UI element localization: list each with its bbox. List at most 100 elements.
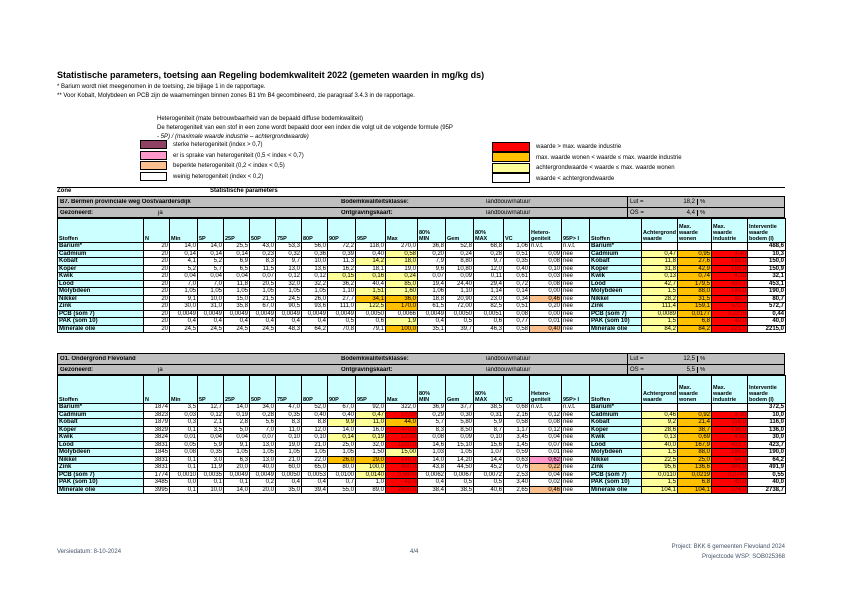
- value-cell: 0,0049: [223, 470, 250, 479]
- value-cell: 1,5: [641, 478, 678, 487]
- value-cell: 15,0: [223, 294, 250, 303]
- value-cell: 64,2: [747, 455, 786, 464]
- ontgravingskaart-value: landbouw/natuur: [486, 366, 531, 373]
- value-cell: 0,0049: [417, 309, 446, 318]
- value-cell: 27,7: [327, 294, 356, 303]
- value-cell: 0,12: [301, 272, 328, 281]
- substance-name-cell: Barium*: [57, 403, 144, 412]
- legend-label: waarde > max. waarde industrie: [536, 144, 622, 151]
- value-cell: [677, 242, 712, 251]
- value-cell: 179,5: [677, 279, 712, 288]
- ontgravingskaart-label: Ontgravingskaart:: [341, 366, 393, 373]
- column-header: N: [143, 218, 170, 243]
- value-cell: 104,1: [677, 485, 712, 494]
- value-cell: 0,01: [529, 448, 562, 457]
- value-cell: 1,05: [301, 287, 328, 296]
- substance-row: Kwik 20 0,04 0,04 0,04 0,07 0,12 0,12 0,15 0,16 0,…: [57, 272, 786, 281]
- column-header: Gem: [445, 375, 474, 404]
- value-cell: 1,05: [301, 448, 328, 457]
- value-cell: 52,8: [445, 242, 474, 251]
- value-cell: 0,59: [503, 448, 530, 457]
- substance-name-cell: Cadmium: [589, 249, 642, 258]
- value-cell: 470,0: [385, 425, 418, 434]
- value-cell: 1,5: [641, 448, 678, 457]
- value-cell: 8,50: [445, 425, 474, 434]
- value-cell: 0,40: [529, 324, 562, 333]
- value-cell: 15,00: [385, 448, 418, 457]
- value-cell: 40,0: [641, 440, 678, 449]
- value-cell: 0,4: [301, 317, 328, 326]
- column-header: Hetero- geniteit: [529, 218, 562, 243]
- column-header: Interventie waarde bodem (I): [747, 375, 786, 404]
- value-cell: 17,00: [385, 410, 418, 419]
- value-cell: 39,7: [445, 324, 474, 333]
- substance-name-cell: PCB (som 7): [57, 309, 144, 318]
- value-cell: 0,68: [503, 403, 530, 412]
- value-cell: 8,3: [417, 425, 446, 434]
- value-cell: 0,09: [445, 272, 474, 281]
- column-header: Max. waarde wonen: [677, 218, 712, 243]
- value-cell: 1,60: [385, 287, 418, 296]
- value-cell: 0,0049: [327, 309, 356, 318]
- value-cell: 11,8: [641, 257, 678, 266]
- value-cell: 19,0: [385, 264, 418, 273]
- value-cell: 79,1: [355, 324, 386, 333]
- os-unit: %: [697, 209, 783, 216]
- value-cell: 453,1: [747, 279, 786, 288]
- value-cell: 0,08: [529, 418, 562, 427]
- value-cell: 1,05: [197, 287, 224, 296]
- ontgravingskaart-value: landbouw/natuur: [486, 209, 531, 216]
- value-cell: 29,4: [473, 279, 504, 288]
- table-label-row: Zone Statistische parameters: [57, 187, 785, 196]
- value-cell: 34,0: [249, 403, 276, 412]
- zone-banner: O1. Ondergrond Flevoland Bodemkwaliteits…: [57, 353, 785, 375]
- value-cell: 0,04: [197, 433, 224, 442]
- value-cell: nee: [561, 455, 590, 464]
- bodemkwaliteitsklasse-label: Bodemkwaliteitsklasse:: [341, 356, 409, 362]
- value-cell: 0,0049: [249, 309, 276, 318]
- value-cell: 36,9: [417, 403, 446, 412]
- value-cell: 6,3: [223, 455, 250, 464]
- value-cell: 111,0: [327, 302, 356, 311]
- value-cell: 24,5: [197, 324, 224, 333]
- value-cell: 93,6: [301, 302, 328, 311]
- value-cell: 3823: [143, 410, 170, 419]
- value-cell: 0,12: [529, 410, 562, 419]
- substance-name-cell: Nikkel: [57, 294, 144, 303]
- value-cell: 0,47: [641, 249, 678, 258]
- value-cell: 116,0: [747, 418, 786, 427]
- value-cell: nee: [561, 440, 590, 449]
- value-cell: 0,44: [747, 309, 786, 318]
- value-cell: 44,50: [445, 463, 474, 472]
- value-cell: 11,8: [223, 279, 250, 288]
- column-header: Interventie waarde bodem (I): [747, 218, 786, 243]
- value-cell: 43,8: [417, 463, 446, 472]
- value-cell: 16,0: [355, 425, 386, 434]
- value-cell: 9,9: [327, 418, 356, 427]
- value-cell: 3824: [143, 433, 170, 442]
- value-cell: 140,0: [385, 455, 418, 464]
- value-cell: nee: [561, 324, 590, 333]
- column-header: 25P: [223, 375, 250, 404]
- value-cell: nee: [561, 410, 590, 419]
- value-cell: 0,00: [529, 287, 562, 296]
- value-cell: 0,34: [503, 294, 530, 303]
- value-cell: 90,5: [275, 302, 302, 311]
- value-cell: 9,6: [417, 264, 446, 273]
- substance-name-cell: Nikkel: [589, 455, 642, 464]
- value-cell: 136,0: [711, 425, 748, 434]
- value-cell: 0,5: [327, 317, 356, 326]
- substance-row: Barium* 1874 3,5 12,7 14,0 34,0 47,0 52,0 67,0 92…: [57, 403, 786, 412]
- value-cell: 0,04: [529, 433, 562, 442]
- value-cell: 0,5: [445, 317, 474, 326]
- column-header: 90P: [327, 218, 356, 243]
- value-cell: 0,0: [169, 478, 198, 487]
- value-cell: 39,4: [301, 485, 328, 494]
- value-cell: 0,08: [169, 448, 198, 457]
- substance-name-cell: Minerale olie: [57, 324, 144, 333]
- value-cell: 221,5: [711, 324, 748, 333]
- value-cell: n.v.t.: [561, 403, 590, 412]
- value-cell: 116,0: [711, 418, 748, 427]
- statistical-parameters-label: Statistische parameters: [210, 188, 278, 194]
- value-cell: 14,0: [417, 455, 446, 464]
